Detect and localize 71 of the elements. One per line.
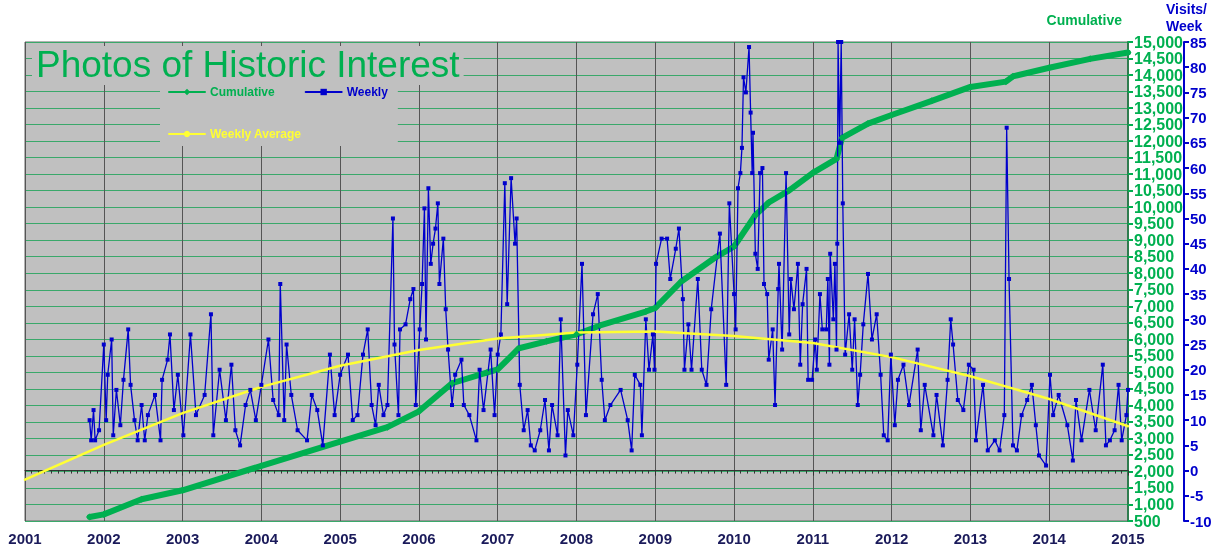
y-tick-label: 7,000 <box>1134 297 1175 315</box>
y-tick-label: 5,500 <box>1134 347 1175 365</box>
y-tick-label: 9,000 <box>1134 231 1175 249</box>
x-tick-label: 2014 <box>1032 530 1067 547</box>
y2-tick-label: 15 <box>1190 386 1207 404</box>
y-tick-label: 14,500 <box>1134 50 1184 68</box>
y-tick-label: 13,000 <box>1134 99 1184 117</box>
y-tick-label: 3,000 <box>1134 429 1175 447</box>
y2-tick-label: 80 <box>1190 58 1207 76</box>
y2-tick-label: 75 <box>1190 83 1207 101</box>
x-tick-label: 2008 <box>559 530 594 547</box>
y-tick-label: 4,500 <box>1134 380 1175 398</box>
y2-tick-label: 25 <box>1190 336 1207 354</box>
y-tick-label: 1,000 <box>1134 495 1175 513</box>
chart-title: Photos of Historic Interest <box>36 44 461 85</box>
y2-axis-title: Visits/ Week <box>1166 0 1208 34</box>
y2-tick-label: 65 <box>1190 134 1207 152</box>
x-tick-label: 2006 <box>402 530 436 547</box>
y-tick-label: 6,500 <box>1134 314 1175 332</box>
y-tick-label: 12,000 <box>1134 132 1184 150</box>
y-tick-label: 14,000 <box>1134 66 1184 84</box>
y2-tick-label: 55 <box>1190 184 1207 202</box>
x-tick-label: 2001 <box>8 530 42 547</box>
y2-tick-label: 0 <box>1190 462 1199 480</box>
y-tick-label: 10,500 <box>1134 182 1184 200</box>
y2-tick-label: 70 <box>1190 109 1207 127</box>
y2-tick-label: -5 <box>1190 487 1204 505</box>
y2-tick-label: 45 <box>1190 235 1207 253</box>
y2-tick-label: 40 <box>1190 260 1207 278</box>
legend-label: Weekly <box>346 85 389 99</box>
y-tick-label: 9,500 <box>1134 215 1175 233</box>
y-tick-label: 12,500 <box>1134 116 1184 134</box>
x-tick-label: 2004 <box>244 530 279 547</box>
y-tick-label: 15,000 <box>1134 33 1184 51</box>
y2-tick-label: -10 <box>1190 512 1212 530</box>
y2-tick-label: 30 <box>1190 310 1207 328</box>
y-tick-label: 11,000 <box>1134 165 1183 183</box>
y-tick-label: 13,500 <box>1134 83 1184 101</box>
y2-tick-label: 5 <box>1190 436 1199 454</box>
y-tick-label: 2,500 <box>1134 446 1175 464</box>
x-tick-label: 2005 <box>323 530 357 547</box>
x-tick-label: 2015 <box>1111 530 1145 547</box>
y-tick-label: 5,000 <box>1134 363 1175 381</box>
y-tick-label: 1,500 <box>1134 479 1175 497</box>
y-tick-label: 11,500 <box>1134 149 1183 167</box>
x-tick-label: 2003 <box>165 530 200 547</box>
legend-label: Cumulative <box>210 85 276 99</box>
legend-label: Weekly Average <box>210 127 302 141</box>
y-tick-label: 7,500 <box>1134 281 1175 299</box>
y2-tick-label: 60 <box>1190 159 1207 177</box>
y-axis-title: Cumulative <box>1046 11 1123 28</box>
y2-tick-label: 35 <box>1190 285 1207 303</box>
y-tick-label: 8,500 <box>1134 248 1175 266</box>
y2-tick-label: 50 <box>1190 209 1207 227</box>
y-tick-label: 8,000 <box>1134 264 1175 282</box>
y-tick-label: 6,000 <box>1134 330 1175 348</box>
y2-tick-label: 10 <box>1190 411 1207 429</box>
x-tick-label: 2013 <box>953 530 988 547</box>
x-tick-label: 2010 <box>717 530 751 547</box>
y-tick-label: 4,000 <box>1134 396 1175 414</box>
y-tick-label: 500 <box>1134 512 1161 530</box>
x-tick-label: 2012 <box>874 530 909 547</box>
x-tick-label: 2002 <box>87 530 121 547</box>
x-tick-label: 2011 <box>796 530 830 547</box>
y2-tick-label: 20 <box>1190 361 1207 379</box>
x-tick-label: 2009 <box>638 530 672 547</box>
y-tick-label: 3,500 <box>1134 413 1175 431</box>
y-tick-label: 10,000 <box>1134 198 1184 216</box>
x-tick-label: 2007 <box>481 530 515 547</box>
y-tick-label: 2,000 <box>1134 462 1175 480</box>
y2-tick-label: 85 <box>1190 33 1207 51</box>
